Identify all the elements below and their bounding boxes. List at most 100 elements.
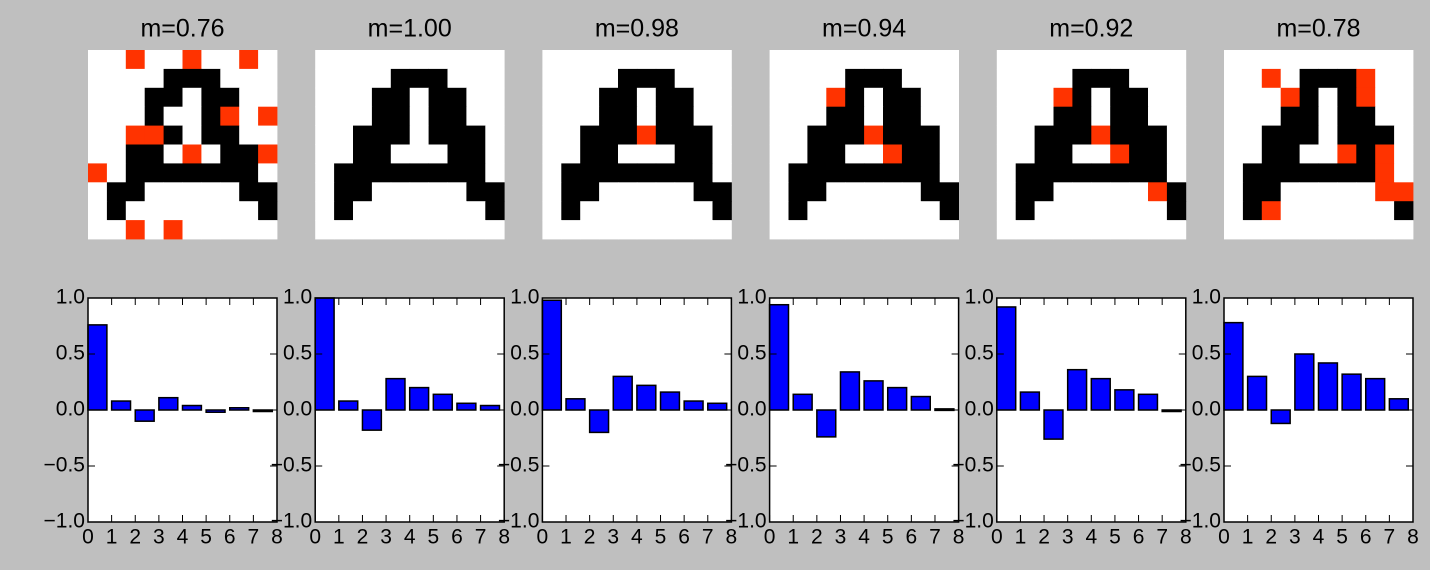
pixel <box>220 220 240 240</box>
pixel <box>485 220 505 240</box>
pixel <box>390 182 411 202</box>
pixel <box>1129 106 1149 126</box>
x-tick-label: 0 <box>537 526 549 549</box>
pixel <box>1337 50 1357 70</box>
y-tick-label: 0.0 <box>1192 398 1221 421</box>
pixel <box>1129 144 1149 164</box>
pixel <box>1299 68 1319 89</box>
pixel <box>542 220 562 240</box>
pixel <box>144 125 164 145</box>
pixel <box>334 201 354 221</box>
pixel <box>1072 125 1092 145</box>
pixel <box>712 220 732 240</box>
pixel <box>1224 182 1244 202</box>
pixel <box>239 144 259 164</box>
pixel <box>220 201 240 221</box>
pixel <box>864 87 884 108</box>
pixel <box>353 220 373 240</box>
pixel <box>485 68 505 89</box>
pixel <box>390 50 411 70</box>
pixel <box>580 50 600 70</box>
bar <box>1270 409 1291 425</box>
pixel <box>485 144 505 164</box>
pixel <box>807 50 827 70</box>
x-tick-label: 4 <box>631 526 643 549</box>
pixel <box>636 106 657 126</box>
pixel <box>807 87 827 108</box>
pixel <box>618 201 638 221</box>
x-tick-label: 4 <box>858 526 870 549</box>
pixel <box>1015 68 1035 89</box>
x-tick-label: 0 <box>991 526 1003 549</box>
pixel <box>1224 144 1244 164</box>
pixel <box>1148 144 1168 164</box>
pixel <box>1072 163 1092 183</box>
pixel <box>466 144 486 164</box>
x-tick-label: 6 <box>1133 526 1145 549</box>
pixel <box>1318 106 1338 126</box>
pixel <box>826 68 846 89</box>
pixel <box>220 182 240 202</box>
pixel <box>996 220 1017 240</box>
pixel <box>1148 87 1168 108</box>
pixel <box>769 87 789 108</box>
pixel <box>428 68 448 89</box>
bar <box>1341 373 1362 411</box>
pixel <box>693 50 713 70</box>
pixel <box>1072 201 1092 221</box>
bar <box>886 386 908 411</box>
pixel <box>1318 87 1338 108</box>
pixel <box>939 68 959 89</box>
pixel <box>466 106 486 126</box>
pixel <box>1318 125 1338 145</box>
pixel <box>1261 201 1282 221</box>
pixel <box>674 182 694 202</box>
pixel <box>1261 68 1282 89</box>
x-tick-label: 2 <box>584 526 596 549</box>
x-tick-label: 7 <box>248 526 260 549</box>
y-tick-label: 1.0 <box>737 286 766 309</box>
pixel <box>106 106 127 126</box>
pixel <box>655 163 676 183</box>
pixel <box>409 106 429 126</box>
x-tick-label: 2 <box>1265 526 1277 549</box>
pixel <box>258 106 278 126</box>
pixel <box>788 125 808 145</box>
pixel <box>883 144 903 164</box>
pixel <box>371 144 392 164</box>
axes-frame <box>541 297 733 523</box>
x-tick-label: 5 <box>655 526 667 549</box>
pixel <box>182 182 202 202</box>
pixel <box>864 201 884 221</box>
pixel <box>447 201 467 221</box>
pixel <box>996 106 1017 126</box>
bar <box>707 402 728 411</box>
pixel <box>561 50 581 70</box>
pixel <box>1261 182 1282 202</box>
pixel <box>1375 125 1395 145</box>
pixel <box>788 144 808 164</box>
pixel <box>1337 144 1357 164</box>
pixel <box>618 163 638 183</box>
pixel <box>353 144 373 164</box>
pixel <box>599 144 619 164</box>
pixel <box>618 125 638 145</box>
pixel <box>845 125 865 145</box>
pixel <box>939 125 959 145</box>
x-tick-label: 1 <box>787 526 799 549</box>
y-tick-label: 0.0 <box>965 398 994 421</box>
pixel <box>1337 201 1357 221</box>
pixel <box>390 125 411 145</box>
bar <box>1114 389 1135 411</box>
y-tick-label: 1.0 <box>56 286 85 309</box>
pixel <box>409 87 429 108</box>
bar <box>910 395 931 411</box>
pixel <box>1129 87 1149 108</box>
pixel <box>334 50 354 70</box>
pixel <box>1242 201 1263 221</box>
pixel <box>1015 220 1035 240</box>
x-tick-label: 1 <box>1015 526 1027 549</box>
pixel <box>485 87 505 108</box>
pixel <box>409 220 429 240</box>
